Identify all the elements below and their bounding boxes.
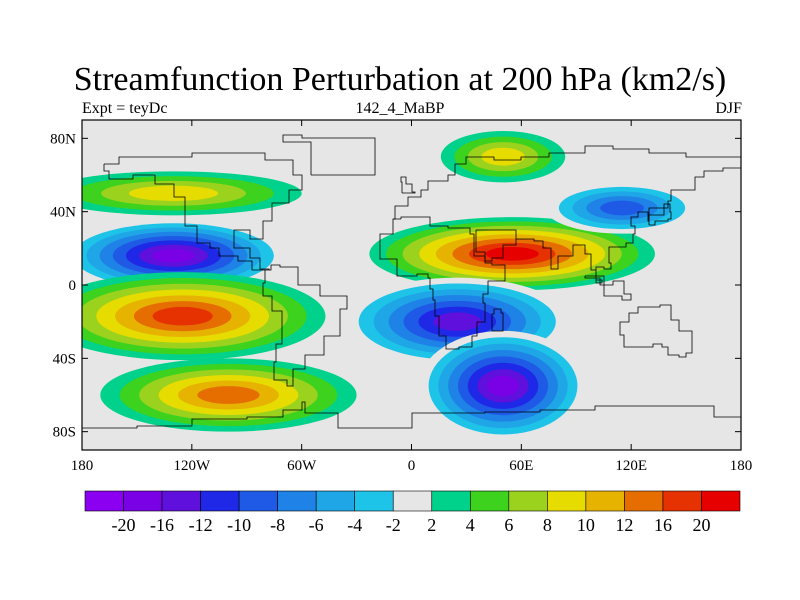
anomaly-sh-indian-ocean-low — [418, 330, 588, 441]
y-tick-label: 40N — [50, 205, 76, 221]
colorbar-box — [200, 490, 240, 512]
colorbar-box — [123, 490, 163, 512]
plot-area — [81, 119, 742, 451]
colorbar-label: 10 — [577, 515, 595, 535]
anomaly-nh-pacific-low — [82, 219, 287, 293]
colorbar-label: 2 — [427, 515, 436, 535]
x-tick-label: 120E — [615, 458, 647, 474]
colorbar-label: 8 — [543, 515, 552, 535]
colorbar-box — [547, 490, 587, 512]
colorbar-box — [624, 490, 664, 512]
x-tick-label: 180 — [730, 458, 753, 474]
coastline-segment — [516, 164, 741, 284]
y-tick-label: 80S — [53, 425, 76, 441]
colorbar-box — [431, 490, 471, 512]
colorbar-label: -6 — [309, 515, 324, 535]
colorbar-box — [354, 490, 394, 512]
contour-band — [481, 147, 525, 166]
coastline-segment — [475, 229, 517, 262]
contour-band — [487, 375, 519, 397]
coastline-segment — [400, 176, 416, 194]
colorbar-box — [585, 490, 625, 512]
y-axis: 80N 40N 0 40S 80S — [50, 131, 741, 441]
y-tick-label: 0 — [69, 278, 77, 294]
experiment-label: Expt = teyDc — [82, 100, 168, 117]
colorbar-label: -12 — [189, 515, 213, 535]
coastline-segment — [282, 134, 376, 176]
season-label: DJF — [715, 100, 742, 117]
coastline-segment — [648, 203, 672, 226]
x-tick-label: 120W — [173, 458, 211, 474]
colorbar-box — [315, 490, 356, 512]
contour-band — [485, 247, 539, 261]
colorbar-box — [238, 490, 278, 512]
anomaly-sh-pacific-high — [82, 272, 326, 361]
colorbar-box — [508, 490, 548, 512]
coastline-layer — [82, 134, 741, 429]
chart-title: Streamfunction Perturbation at 200 hPa (… — [73, 61, 727, 98]
y-tick-label: 40S — [53, 351, 76, 367]
x-axis: 180 120W 60W 0 60E 120E 180 — [71, 120, 753, 474]
colorbar-label: -2 — [386, 515, 401, 535]
colorbar-box — [161, 490, 201, 512]
anomaly-north-pacific-ridge — [82, 171, 302, 216]
contour-band — [128, 185, 219, 201]
anomaly-sh-southeast-pacific-high — [100, 358, 357, 432]
colorbar: -20 -16 -12 -10 -8 -6 -4 -2 2 4 6 8 10 12 16 20 — [84, 490, 741, 535]
coastline-segment — [82, 401, 741, 429]
contour-band — [197, 386, 260, 404]
x-tick-label: 0 — [408, 458, 416, 474]
contour-band — [152, 248, 195, 263]
x-tick-label: 60E — [509, 458, 533, 474]
coastline-segment — [379, 216, 506, 350]
colorbar-label: 20 — [692, 515, 710, 535]
colorbar-label: 16 — [654, 515, 672, 535]
coastline-segment — [103, 152, 348, 387]
coastline-segment — [491, 308, 504, 332]
colorbar-label: 6 — [504, 515, 513, 535]
x-tick-label: 180 — [71, 458, 94, 474]
colorbar-label: 4 — [466, 515, 475, 535]
colorbar-box — [469, 490, 510, 512]
colorbar-label: -10 — [227, 515, 251, 535]
colorbar-box — [277, 490, 317, 512]
colorbar-box — [701, 490, 741, 512]
colorbar-box — [84, 490, 124, 512]
colorbar-label: -4 — [347, 515, 362, 535]
colorbar-label: -8 — [270, 515, 285, 535]
colorbar-box — [662, 490, 702, 512]
contour-band — [600, 200, 644, 216]
coastline-segment — [393, 145, 741, 220]
colorbar-label: 12 — [615, 515, 633, 535]
colorbar-label: -16 — [150, 515, 174, 535]
colorbar-box — [392, 490, 433, 512]
case-label: 142_4_MaBP — [355, 100, 445, 117]
x-tick-label: 60W — [287, 458, 317, 474]
coastline-segment — [584, 275, 632, 301]
coastline-segment — [619, 304, 693, 358]
contour-band — [433, 312, 482, 331]
y-tick-label: 80N — [50, 131, 76, 147]
colorbar-label: -20 — [112, 515, 136, 535]
anomaly-asian-african-high — [369, 217, 655, 291]
contour-band — [152, 306, 213, 326]
anomaly-arctic-eurasia-ridge — [440, 131, 566, 183]
